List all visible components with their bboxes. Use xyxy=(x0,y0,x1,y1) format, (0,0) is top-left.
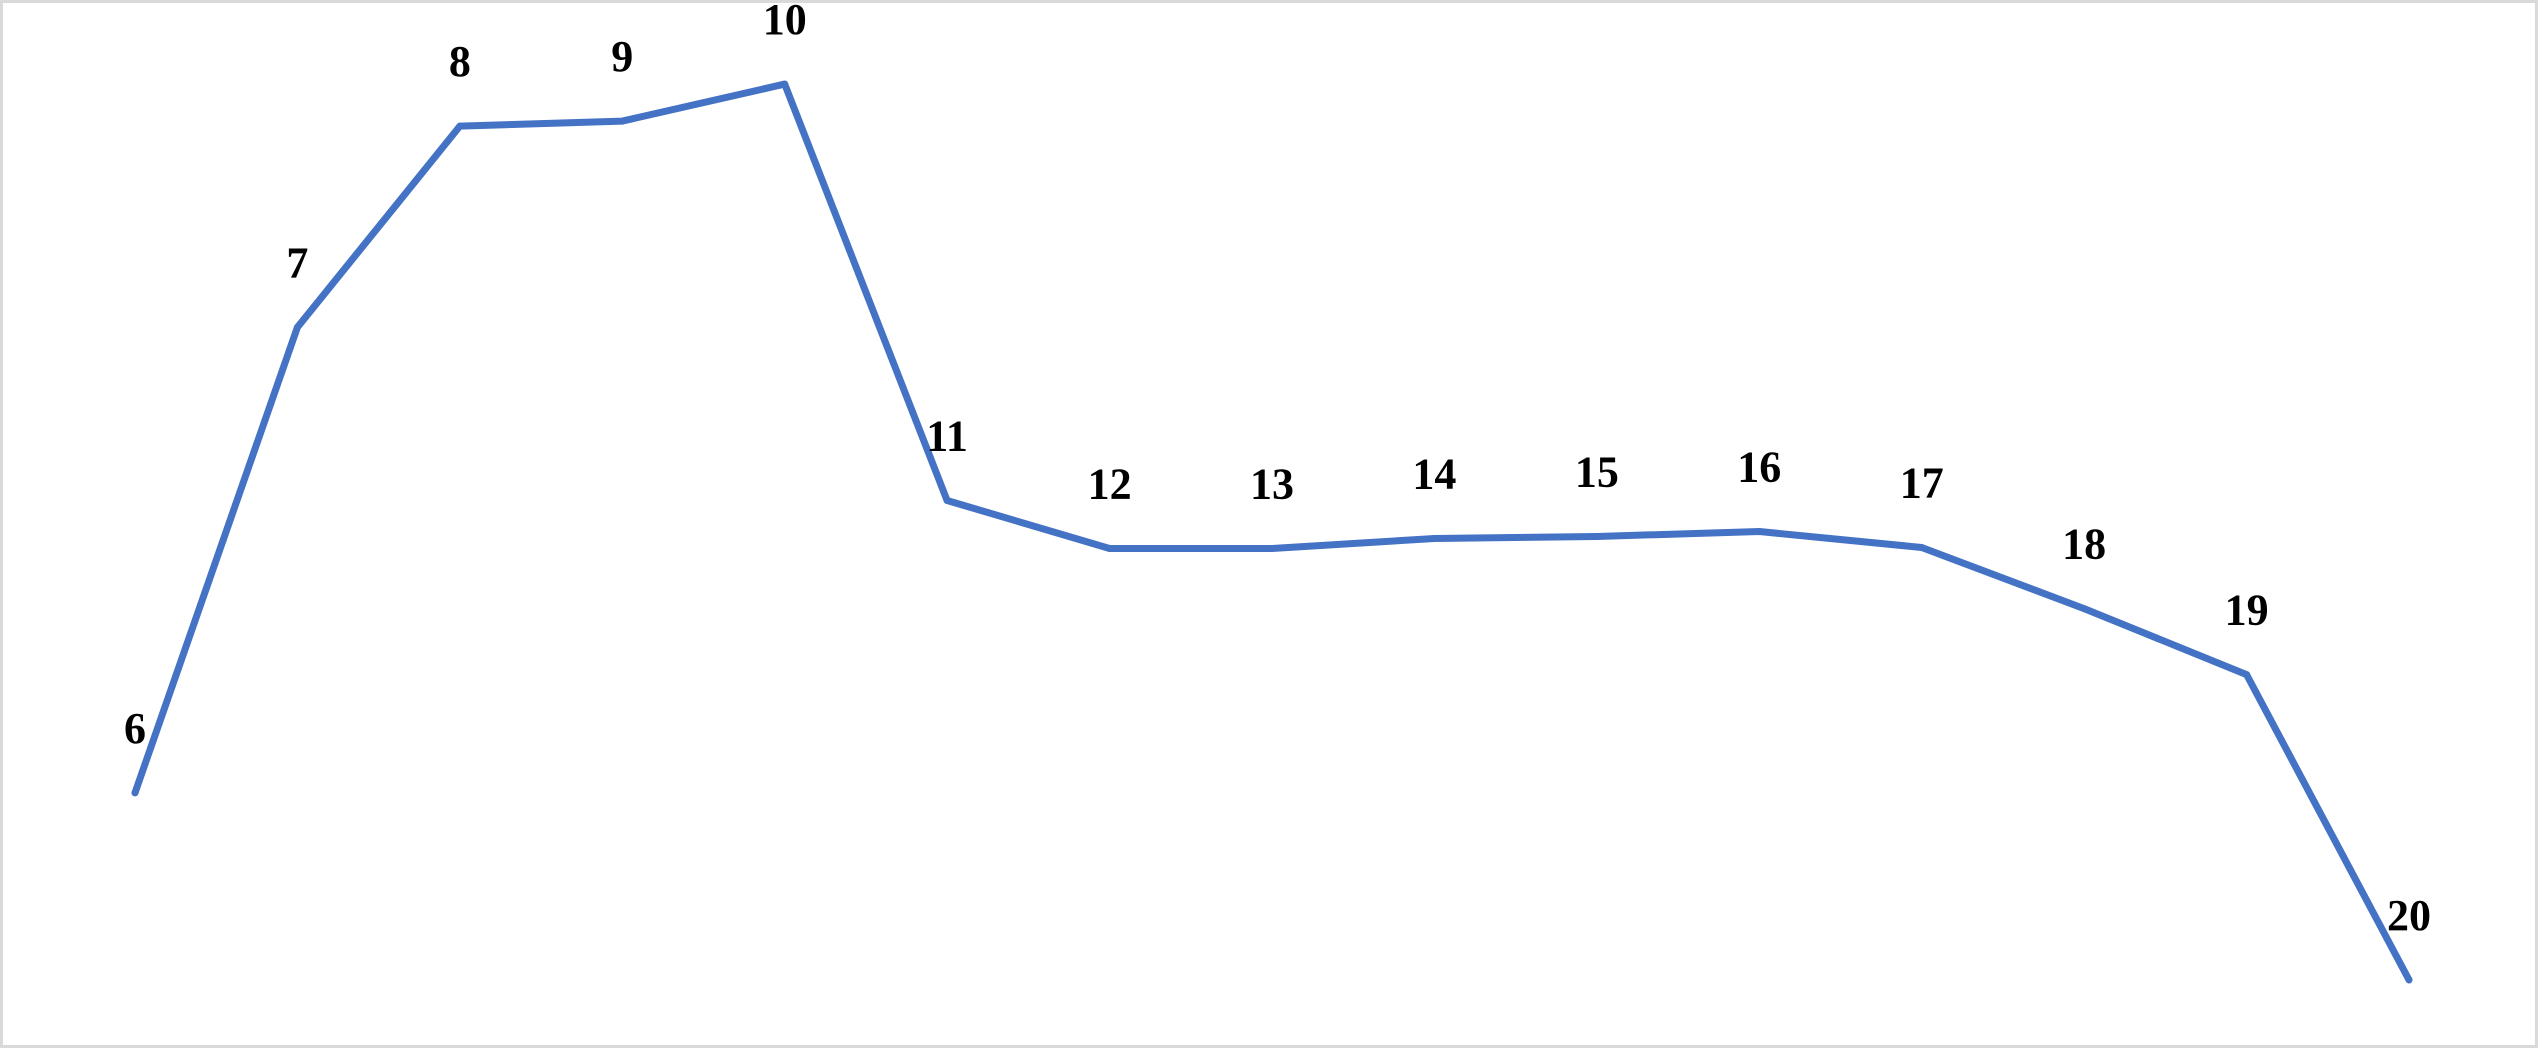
data-point xyxy=(1918,544,1926,551)
data-point xyxy=(1430,535,1438,542)
data-point xyxy=(1106,545,1114,552)
data-label: 13 xyxy=(1250,460,1294,509)
data-point xyxy=(131,789,139,797)
data-label: 11 xyxy=(926,412,968,461)
data-label: 6 xyxy=(124,704,146,753)
line-chart: 6 7 8 9 10 11 12 13 14 15 16 17 18 19 20 xyxy=(124,3,2431,984)
data-point xyxy=(2405,976,2413,984)
data-label: 9 xyxy=(611,32,633,81)
data-point xyxy=(1593,533,1601,540)
data-label: 12 xyxy=(1088,460,1132,509)
data-label: 17 xyxy=(1900,459,1944,508)
data-label: 20 xyxy=(2387,891,2431,940)
data-point xyxy=(456,122,464,130)
data-point xyxy=(781,80,789,88)
data-label: 15 xyxy=(1575,448,1619,497)
data-label: 19 xyxy=(2225,586,2269,635)
data-point xyxy=(2080,605,2088,613)
data-label: 14 xyxy=(1412,450,1456,499)
data-point xyxy=(1268,545,1276,552)
data-point xyxy=(618,117,626,125)
data-point xyxy=(943,497,951,504)
data-point xyxy=(2243,671,2251,679)
data-label: 18 xyxy=(2062,520,2106,569)
data-point xyxy=(1755,528,1763,535)
data-label: 10 xyxy=(763,3,807,44)
data-label: 16 xyxy=(1737,443,1781,492)
data-point xyxy=(293,323,301,331)
data-label: 8 xyxy=(449,37,471,86)
data-label: 7 xyxy=(286,238,308,287)
